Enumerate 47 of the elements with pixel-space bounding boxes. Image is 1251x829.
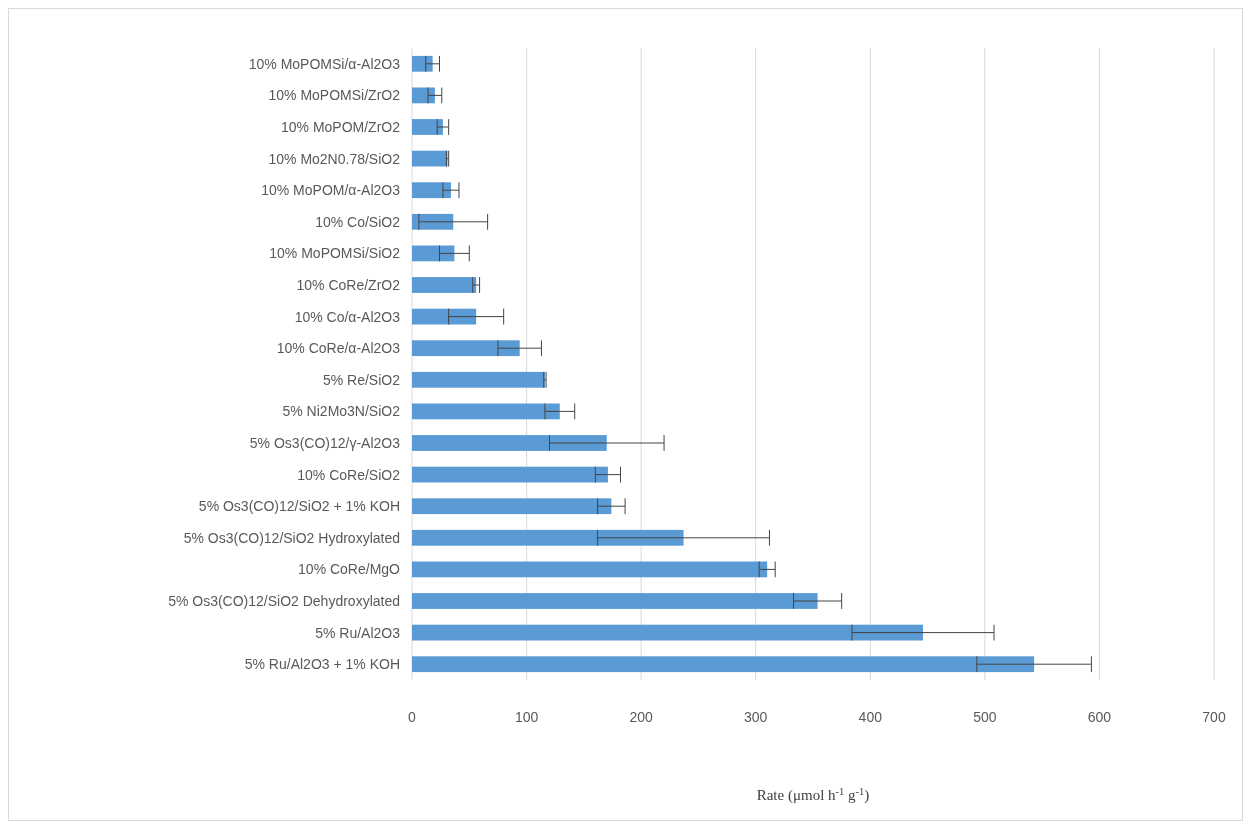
y-tick-label: 10% MoPOMSi/SiO2 xyxy=(269,245,401,262)
bar xyxy=(412,403,560,420)
x-tick-label: 0 xyxy=(408,709,417,725)
bar xyxy=(412,498,612,515)
y-tick-label: 5% Ru/Al2O3 + 1% KOH xyxy=(244,656,400,673)
y-tick-label: 10% MoPOM/α-Al2O3 xyxy=(261,182,401,199)
x-axis-title: Rate (μmol h$^{-1}$ g$^{-1}$) xyxy=(756,785,870,804)
bar xyxy=(412,245,455,262)
y-tick-label: 10% Co/SiO2 xyxy=(315,213,401,230)
x-tick-label: 100 xyxy=(514,709,539,725)
bar xyxy=(412,561,768,578)
bar xyxy=(412,371,545,388)
y-tick-label: 5% Os3(CO)12/SiO2 Hydroxylated xyxy=(183,529,400,546)
y-tick-label: 10% CoRe/SiO2 xyxy=(297,466,401,483)
bar xyxy=(412,624,923,641)
y-tick-label: 5% Ni2Mo3N/SiO2 xyxy=(282,403,401,420)
bar xyxy=(412,435,607,451)
y-tick-label: 10% CoRe/ZrO2 xyxy=(296,276,401,293)
x-tick-label: 500 xyxy=(973,709,997,725)
x-tick-label: 400 xyxy=(858,709,883,725)
x-tick-label: 300 xyxy=(744,709,768,725)
y-tick-label: 10% Mo2N0.78/SiO2 xyxy=(268,150,401,167)
y-tick-label: 5% Os3(CO)12/SiO2 + 1% KOH xyxy=(198,498,400,515)
y-tick-label: 10% CoRe/MgO xyxy=(298,561,401,578)
x-tick-label: 600 xyxy=(1087,709,1112,725)
y-tick-label: 5% Ru/Al2O3 xyxy=(315,624,401,641)
bar xyxy=(412,277,477,293)
bar xyxy=(412,182,451,199)
bar xyxy=(412,656,1035,673)
x-tick-label: 700 xyxy=(1202,709,1226,725)
y-tick-label: 10% MoPOM/ZrO2 xyxy=(280,118,401,135)
bar xyxy=(412,119,443,135)
bar xyxy=(412,466,608,483)
y-tick-label: 10% Co/α-Al2O3 xyxy=(294,308,401,325)
bar xyxy=(412,55,433,72)
bar xyxy=(412,340,520,357)
x-tick-label: 200 xyxy=(629,709,654,725)
bar xyxy=(412,150,448,167)
y-tick-label: 5% Os3(CO)12/γ-Al2O3 xyxy=(249,434,401,451)
y-tick-label: 5% Re/SiO2 xyxy=(322,371,401,388)
y-tick-label: 10% CoRe/α-Al2O3 xyxy=(276,340,401,357)
y-tick-label: 10% MoPOMSi/ZrO2 xyxy=(268,87,401,104)
y-tick-label: 10% MoPOMSi/α-Al2O3 xyxy=(248,55,401,72)
bar xyxy=(412,593,818,609)
bar xyxy=(412,308,477,325)
bar xyxy=(412,529,684,546)
y-tick-label: 5% Os3(CO)12/SiO2 Dehydroxylated xyxy=(168,592,400,609)
